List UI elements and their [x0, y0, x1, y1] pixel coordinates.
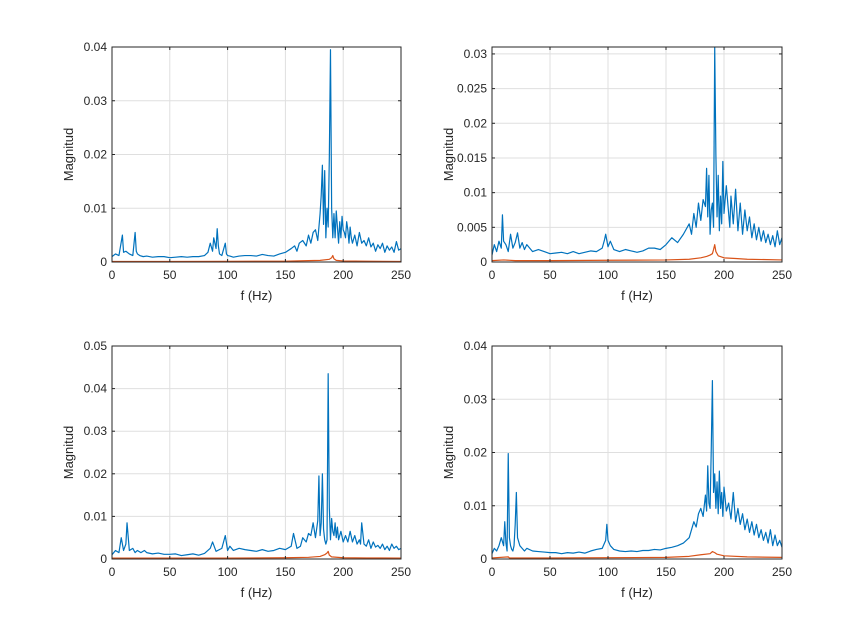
x-tick-label: 0 — [109, 565, 116, 579]
x-axis-label: f (Hz) — [241, 288, 273, 303]
y-tick-label: 0 — [480, 552, 487, 566]
y-tick-label: 0.02 — [84, 467, 108, 481]
y-tick-label: 0.03 — [464, 47, 488, 61]
x-tick-label: 50 — [543, 565, 557, 579]
x-axis-label: f (Hz) — [621, 585, 653, 600]
x-tick-label: 250 — [391, 268, 411, 282]
x-tick-label: 0 — [109, 268, 116, 282]
axes-box — [111, 345, 402, 560]
y-axis-label: Magnitud — [441, 426, 456, 479]
series-line-orange — [112, 550, 401, 559]
y-tick-label: 0 — [100, 552, 107, 566]
x-tick-label: 200 — [714, 565, 734, 579]
y-tick-label: 0.01 — [84, 509, 108, 523]
y-tick-label: 0.02 — [464, 446, 488, 460]
y-tick-label: 0.04 — [464, 339, 488, 353]
y-axis-label: Magnitud — [61, 128, 76, 181]
x-tick-label: 100 — [598, 565, 618, 579]
x-tick-label: 250 — [772, 565, 792, 579]
y-tick-label: 0 — [480, 255, 487, 269]
y-tick-label: 0.01 — [464, 186, 488, 200]
y-tick-label: 0.01 — [464, 499, 488, 513]
y-tick-label: 0.03 — [464, 392, 488, 406]
y-axis-label: Magnitud — [441, 128, 456, 181]
x-tick-label: 250 — [772, 268, 792, 282]
x-tick-label: 0 — [489, 268, 496, 282]
plot-area — [492, 47, 782, 262]
y-tick-label: 0.04 — [84, 382, 108, 396]
subplot-bottom-left: 0 50 100 150 200 250 0 0.01 0.02 0.03 0.04 0.05 f (H… — [61, 339, 411, 600]
y-tick-label: 0.03 — [84, 94, 108, 108]
x-tick-label: 200 — [714, 268, 734, 282]
x-tick-label: 100 — [218, 268, 238, 282]
x-tick-label: 150 — [656, 565, 676, 579]
x-tick-label: 0 — [489, 565, 496, 579]
y-tick-label: 0 — [100, 255, 107, 269]
series-line-orange — [112, 254, 401, 262]
y-tick-label: 0.05 — [84, 339, 108, 353]
x-tick-label: 100 — [218, 565, 238, 579]
y-tick-label: 0.015 — [457, 151, 487, 165]
x-tick-label: 200 — [333, 565, 353, 579]
x-axis-label: f (Hz) — [241, 585, 273, 600]
x-tick-label: 150 — [275, 268, 295, 282]
x-tick-label: 200 — [333, 268, 353, 282]
x-tick-label: 250 — [391, 565, 411, 579]
x-tick-label: 150 — [656, 268, 676, 282]
subplot-bottom-right: 0 50 100 150 200 250 0 0.01 0.02 0.03 0.04 f (Hz) Ma… — [441, 339, 792, 600]
y-tick-label: 0.005 — [457, 220, 487, 234]
y-tick-label: 0.03 — [84, 424, 108, 438]
x-tick-label: 50 — [163, 565, 177, 579]
x-tick-label: 150 — [275, 565, 295, 579]
y-axis-label: Magnitud — [61, 426, 76, 479]
x-tick-label: 100 — [598, 268, 618, 282]
series-line-orange — [492, 550, 782, 559]
y-tick-label: 0.02 — [84, 148, 108, 162]
x-tick-label: 50 — [543, 268, 557, 282]
series-line-blue — [112, 373, 401, 557]
y-tick-label: 0.01 — [84, 201, 108, 215]
y-tick-label: 0.04 — [84, 40, 108, 54]
plot-area — [112, 346, 401, 559]
series-line-blue — [492, 47, 782, 256]
series-line-blue — [112, 49, 401, 259]
subplot-top-right: 0 50 100 150 200 250 0 0.005 0.01 0.015 0.02 0.025 0… — [441, 46, 792, 303]
y-tick-label: 0.02 — [464, 116, 488, 130]
x-axis-label: f (Hz) — [621, 288, 653, 303]
subplot-top-left: 0 50 100 150 200 250 0 0.01 0.02 0.03 0.04 f (Hz) Ma… — [61, 40, 411, 303]
series-line-blue — [492, 380, 782, 555]
y-tick-label: 0.025 — [457, 82, 487, 96]
x-tick-label: 50 — [163, 268, 177, 282]
axes-box — [491, 46, 783, 263]
